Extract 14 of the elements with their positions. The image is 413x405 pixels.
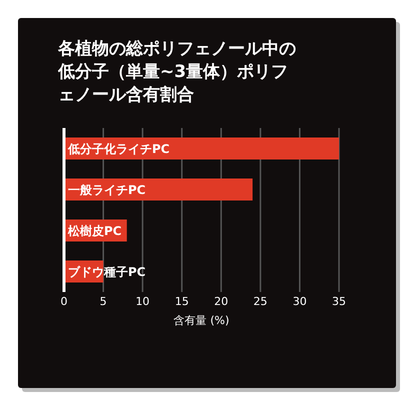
y-tick-label: 松樹皮PC [67,224,122,238]
x-tick-label: 20 [214,295,228,308]
x-tick-label: 25 [253,295,268,308]
x-tick-label: 15 [174,295,189,308]
x-axis-title: 含有量 (%) [174,314,230,327]
y-tick-label: 一般ライチPC [68,183,146,197]
x-tick-label: 0 [60,295,68,308]
bar [64,138,339,160]
bar [64,178,253,200]
x-tick-label: 10 [136,295,150,308]
x-tick-label: 35 [332,295,346,308]
x-tick-label: 5 [100,295,107,308]
x-tick-label: 30 [292,295,307,308]
y-tick-label: 低分子化ライチPC [67,142,170,156]
